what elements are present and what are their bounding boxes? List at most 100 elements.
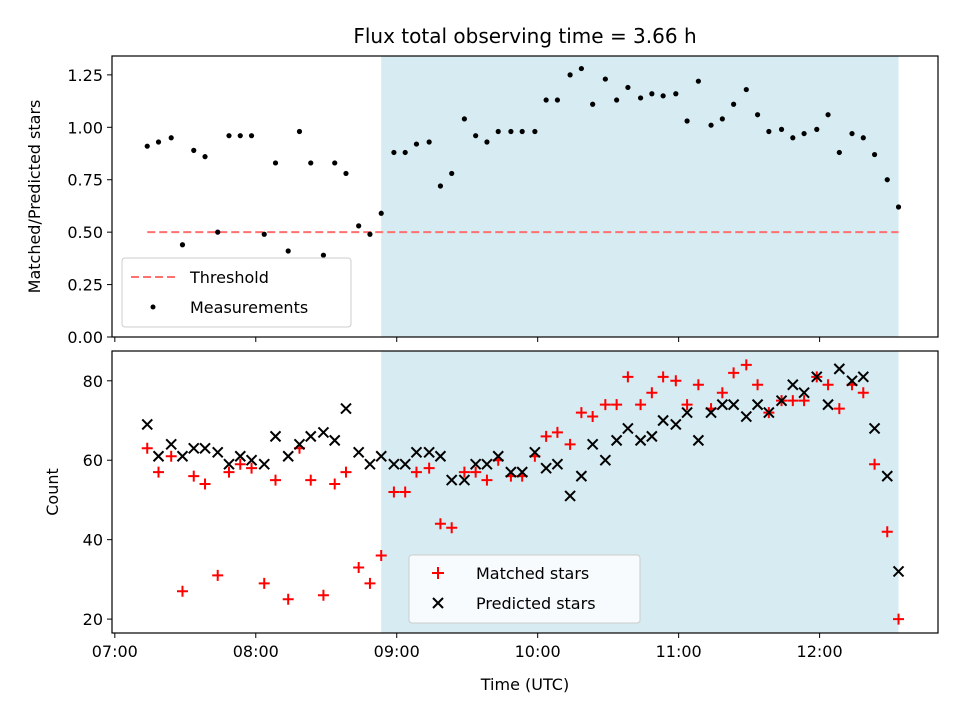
matched-star-point	[692, 379, 704, 391]
measurement-point	[673, 91, 679, 97]
predicted-star-point	[305, 430, 317, 443]
xtick-label: 08:00	[233, 642, 279, 661]
predicted-star-point	[141, 418, 153, 431]
measurement-point	[226, 133, 232, 139]
measurement-point	[637, 95, 644, 101]
predicted-star-point	[329, 434, 341, 447]
predicted-star-point	[564, 490, 576, 502]
top-legend-box	[121, 257, 352, 328]
measurement-point	[378, 210, 384, 216]
predicted-star-point	[492, 450, 504, 462]
measurement-point	[402, 149, 408, 156]
predicted-star-point	[775, 394, 788, 407]
matched-star-point	[258, 577, 270, 589]
measurement-point	[532, 128, 538, 135]
matched-star-point	[364, 577, 376, 589]
matched-star-point	[141, 442, 153, 454]
predicted-star-point	[293, 438, 306, 451]
predicted-star-point	[716, 398, 729, 411]
predicted-star-point	[586, 438, 599, 451]
xtick-label: 07:00	[92, 642, 138, 661]
matched-star-point	[165, 450, 177, 462]
top-points-layer	[144, 65, 902, 258]
predicted-star-point	[727, 398, 740, 411]
measurement-point	[554, 97, 561, 103]
predicted-star-point	[245, 454, 258, 466]
measurement-point	[801, 130, 807, 137]
top-panel: 0.00 0.25 0.50 0.75 1.00 1.25 Matched/Predict…	[25, 55, 939, 347]
matched-star-point	[282, 593, 294, 605]
measurement-point	[825, 112, 831, 118]
measurement-point	[708, 122, 714, 128]
matched-star-point	[787, 395, 799, 407]
predicted-star-point	[540, 462, 552, 474]
bottom-ytick-label: 80	[83, 372, 103, 391]
measurement-point	[684, 118, 690, 124]
predicted-star-point	[822, 398, 834, 411]
measurement-point	[860, 135, 866, 141]
measurement-point	[660, 93, 666, 99]
matched-star-point	[188, 470, 200, 482]
legend-measurements-swatch	[150, 304, 156, 310]
predicted-star-point	[516, 466, 528, 478]
bottom-legend-box	[408, 554, 641, 624]
matched-star-point	[176, 585, 188, 597]
matched-star-point	[740, 359, 752, 371]
predicted-star-point	[892, 565, 905, 578]
predicted-star-point	[340, 402, 352, 415]
top-ytick-label: 0.75	[67, 171, 103, 190]
measurement-point	[895, 204, 902, 210]
predicted-star-point	[798, 386, 810, 399]
matched-star-point	[329, 478, 341, 490]
measurement-point	[437, 183, 444, 189]
measurement-point	[508, 128, 514, 135]
predicted-star-point	[763, 406, 775, 419]
measurement-point	[484, 139, 490, 145]
legend-predicted-label: Predicted stars	[476, 594, 596, 613]
top-xticks	[114, 337, 821, 342]
matched-star-point	[470, 466, 482, 478]
measurement-point	[261, 231, 267, 237]
predicted-star-point	[657, 414, 669, 427]
predicted-star-point	[610, 434, 623, 447]
matched-star-point	[822, 379, 834, 391]
measurement-point	[367, 231, 373, 237]
matched-star-point	[587, 411, 599, 423]
predicted-star-point	[670, 418, 682, 431]
matched-star-point	[434, 518, 446, 530]
measurement-point	[731, 101, 737, 107]
measurement-point	[836, 149, 842, 156]
predicted-star-point	[445, 474, 458, 486]
top-legend: Threshold Measurements	[121, 257, 352, 328]
measurement-point	[391, 149, 397, 156]
matched-star-point	[599, 399, 611, 411]
top-y-axis-label: Matched/Predicted stars	[25, 100, 44, 294]
predicted-star-point	[317, 426, 330, 439]
measurement-point	[356, 223, 362, 229]
matched-star-point	[234, 458, 246, 470]
measurement-point	[778, 126, 785, 132]
measurement-point	[578, 65, 584, 72]
measurement-point	[237, 133, 243, 139]
predicted-star-point	[646, 430, 658, 443]
measurement-point	[567, 72, 573, 78]
xtick-label: 09:00	[374, 642, 420, 661]
matched-star-point	[893, 613, 905, 625]
measurement-point	[272, 160, 279, 166]
matched-star-point	[410, 466, 422, 478]
xtick-label: 10:00	[515, 642, 561, 661]
predicted-star-point	[176, 450, 189, 462]
matched-star-point	[199, 478, 211, 490]
predicted-star-point	[458, 474, 471, 486]
bottom-ytick-label: 20	[83, 610, 103, 629]
measurement-point	[202, 154, 208, 160]
measurement-point	[144, 143, 150, 149]
predicted-star-point	[152, 450, 165, 462]
bottom-xticks: 07:00 08:00 09:00 10:00 11:00 12:00	[92, 633, 843, 661]
predicted-star-point	[423, 446, 435, 458]
predicted-star-point	[212, 446, 224, 458]
legend-predicted-swatch	[432, 597, 444, 609]
top-ytick-label: 1.00	[67, 118, 103, 137]
x-axis-label: Time (UTC)	[480, 675, 569, 694]
matched-star-point	[681, 399, 693, 411]
